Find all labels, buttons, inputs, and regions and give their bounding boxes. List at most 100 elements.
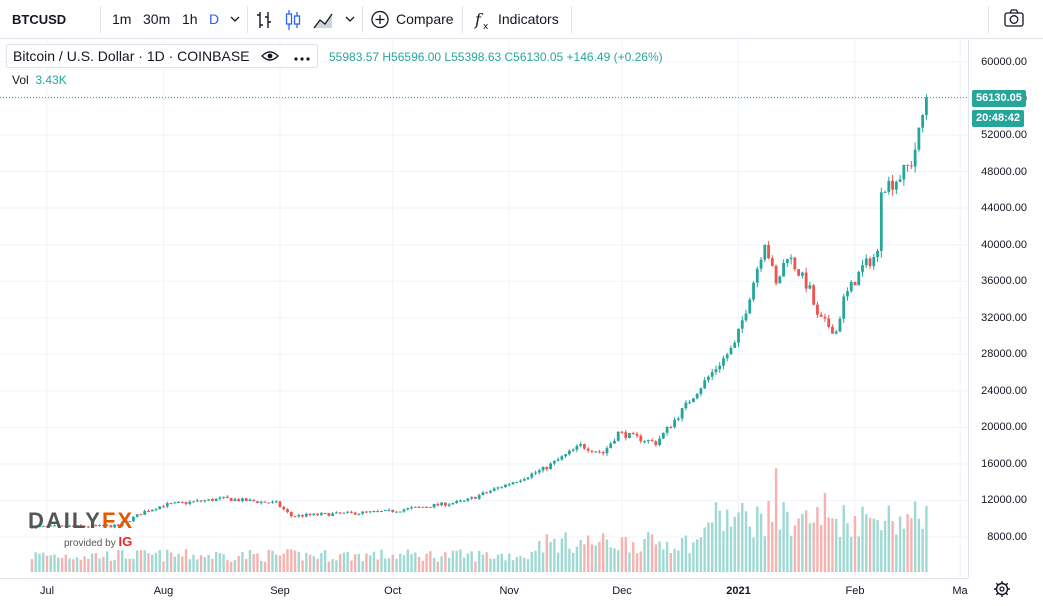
volume-bar [508, 553, 511, 572]
candle-body [485, 492, 489, 494]
volume-bar [214, 551, 218, 572]
candle-body [537, 470, 541, 473]
time-tick-label: Aug [153, 585, 174, 597]
volume-bar [823, 492, 827, 572]
candle-body [101, 524, 105, 526]
time-tick-label: Feb [845, 585, 865, 597]
candle-body [725, 354, 729, 359]
more-options-icon[interactable] [293, 46, 311, 68]
candle-style-icon[interactable] [284, 0, 302, 39]
candle-body [789, 257, 793, 260]
candle-body [834, 331, 838, 334]
volume-bar [710, 522, 714, 572]
candle-body [872, 257, 876, 267]
price-chart-plot[interactable] [0, 40, 968, 578]
chart-style-chevron-down-icon[interactable] [344, 0, 356, 39]
volume-bar [635, 553, 639, 572]
compare-button[interactable]: Compare [396, 11, 454, 27]
candle-body [278, 501, 282, 507]
interval-30m-button[interactable]: 30m [143, 11, 171, 27]
series-legend[interactable]: Bitcoin / U.S. Dollar · 1D · COINBASE [6, 44, 319, 68]
candle-body [117, 524, 120, 527]
volume-bar [421, 560, 425, 572]
candle-body [567, 450, 571, 455]
volume-bar [327, 561, 331, 572]
volume-bar [530, 551, 533, 572]
volume-bar [147, 553, 150, 572]
compare-plus-icon[interactable] [370, 0, 390, 39]
candle-body [650, 440, 654, 442]
candle-body [53, 525, 56, 527]
volume-bar [357, 553, 361, 572]
area-style-icon[interactable] [312, 0, 334, 39]
candle-body [79, 525, 83, 527]
settings-gear-icon[interactable] [993, 580, 1011, 603]
candle-body [256, 501, 259, 503]
candle-body [45, 525, 49, 527]
candle-body [154, 509, 158, 511]
candle-body [327, 513, 331, 516]
volume-bar [677, 550, 680, 572]
candle-body [913, 149, 917, 167]
interval-1h-button[interactable]: 1h [182, 11, 198, 27]
candle-body [661, 432, 665, 439]
candle-body [631, 433, 635, 435]
camera-icon[interactable] [1003, 0, 1025, 39]
volume-bar [500, 553, 503, 572]
candle-body [105, 525, 109, 527]
volume-bar [34, 552, 37, 572]
candle-body [357, 513, 361, 515]
volume-bar [504, 560, 507, 572]
volume-bar [865, 514, 868, 572]
eye-icon[interactable] [261, 46, 280, 68]
candle-body [402, 509, 406, 512]
indicators-button[interactable]: Indicators [498, 11, 559, 27]
interval-chevron-down-icon[interactable] [229, 0, 241, 39]
price-tick-label: 48000.00 [981, 165, 1027, 178]
candle-body [432, 504, 436, 508]
interval-1m-button[interactable]: 1m [112, 11, 132, 27]
volume-bar [910, 518, 913, 572]
volume-bar [485, 552, 488, 572]
bar-style-icon[interactable] [255, 0, 273, 39]
volume-bar [455, 550, 458, 572]
candle-body [770, 258, 774, 266]
volume-bar [880, 530, 883, 572]
volume-bar [241, 551, 244, 572]
volume-bar [237, 555, 240, 572]
volume-bar [538, 540, 541, 572]
candle-body [195, 500, 199, 502]
candle-body [229, 498, 233, 501]
candle-body [30, 526, 34, 529]
price-axis[interactable]: 60000.0056000.0052000.0048000.0044000.00… [968, 40, 1043, 578]
volume-bar [729, 526, 733, 572]
candle-body [620, 431, 624, 433]
interval-d-button[interactable]: D [209, 11, 220, 27]
candle-body [842, 296, 846, 319]
volume-bar [203, 557, 207, 572]
candle-body [94, 525, 98, 527]
volume-bar [395, 558, 398, 572]
volume-bar [447, 557, 451, 572]
candle-body [90, 525, 94, 527]
candle-body [319, 513, 323, 516]
candle-body [635, 433, 639, 436]
volume-bar [376, 559, 379, 572]
volume-bar [620, 537, 624, 572]
candle-body [346, 511, 350, 513]
candle-body [398, 511, 402, 513]
volume-bar [515, 557, 518, 572]
candle-body [162, 506, 165, 508]
volume-bar [673, 548, 676, 572]
candle-body [177, 501, 180, 503]
time-axis[interactable]: Jul Aug Sep Oct Nov Dec 2021 Feb Ma [0, 578, 968, 606]
volume-bar [211, 558, 214, 572]
volume-bar [560, 538, 564, 572]
volume-bar [493, 558, 496, 572]
symbol-label[interactable]: BTCUSD [12, 12, 67, 27]
volume-bar [312, 556, 316, 572]
candle-body [447, 504, 451, 506]
candle-body [440, 502, 444, 506]
toolbar-divider [362, 6, 363, 33]
